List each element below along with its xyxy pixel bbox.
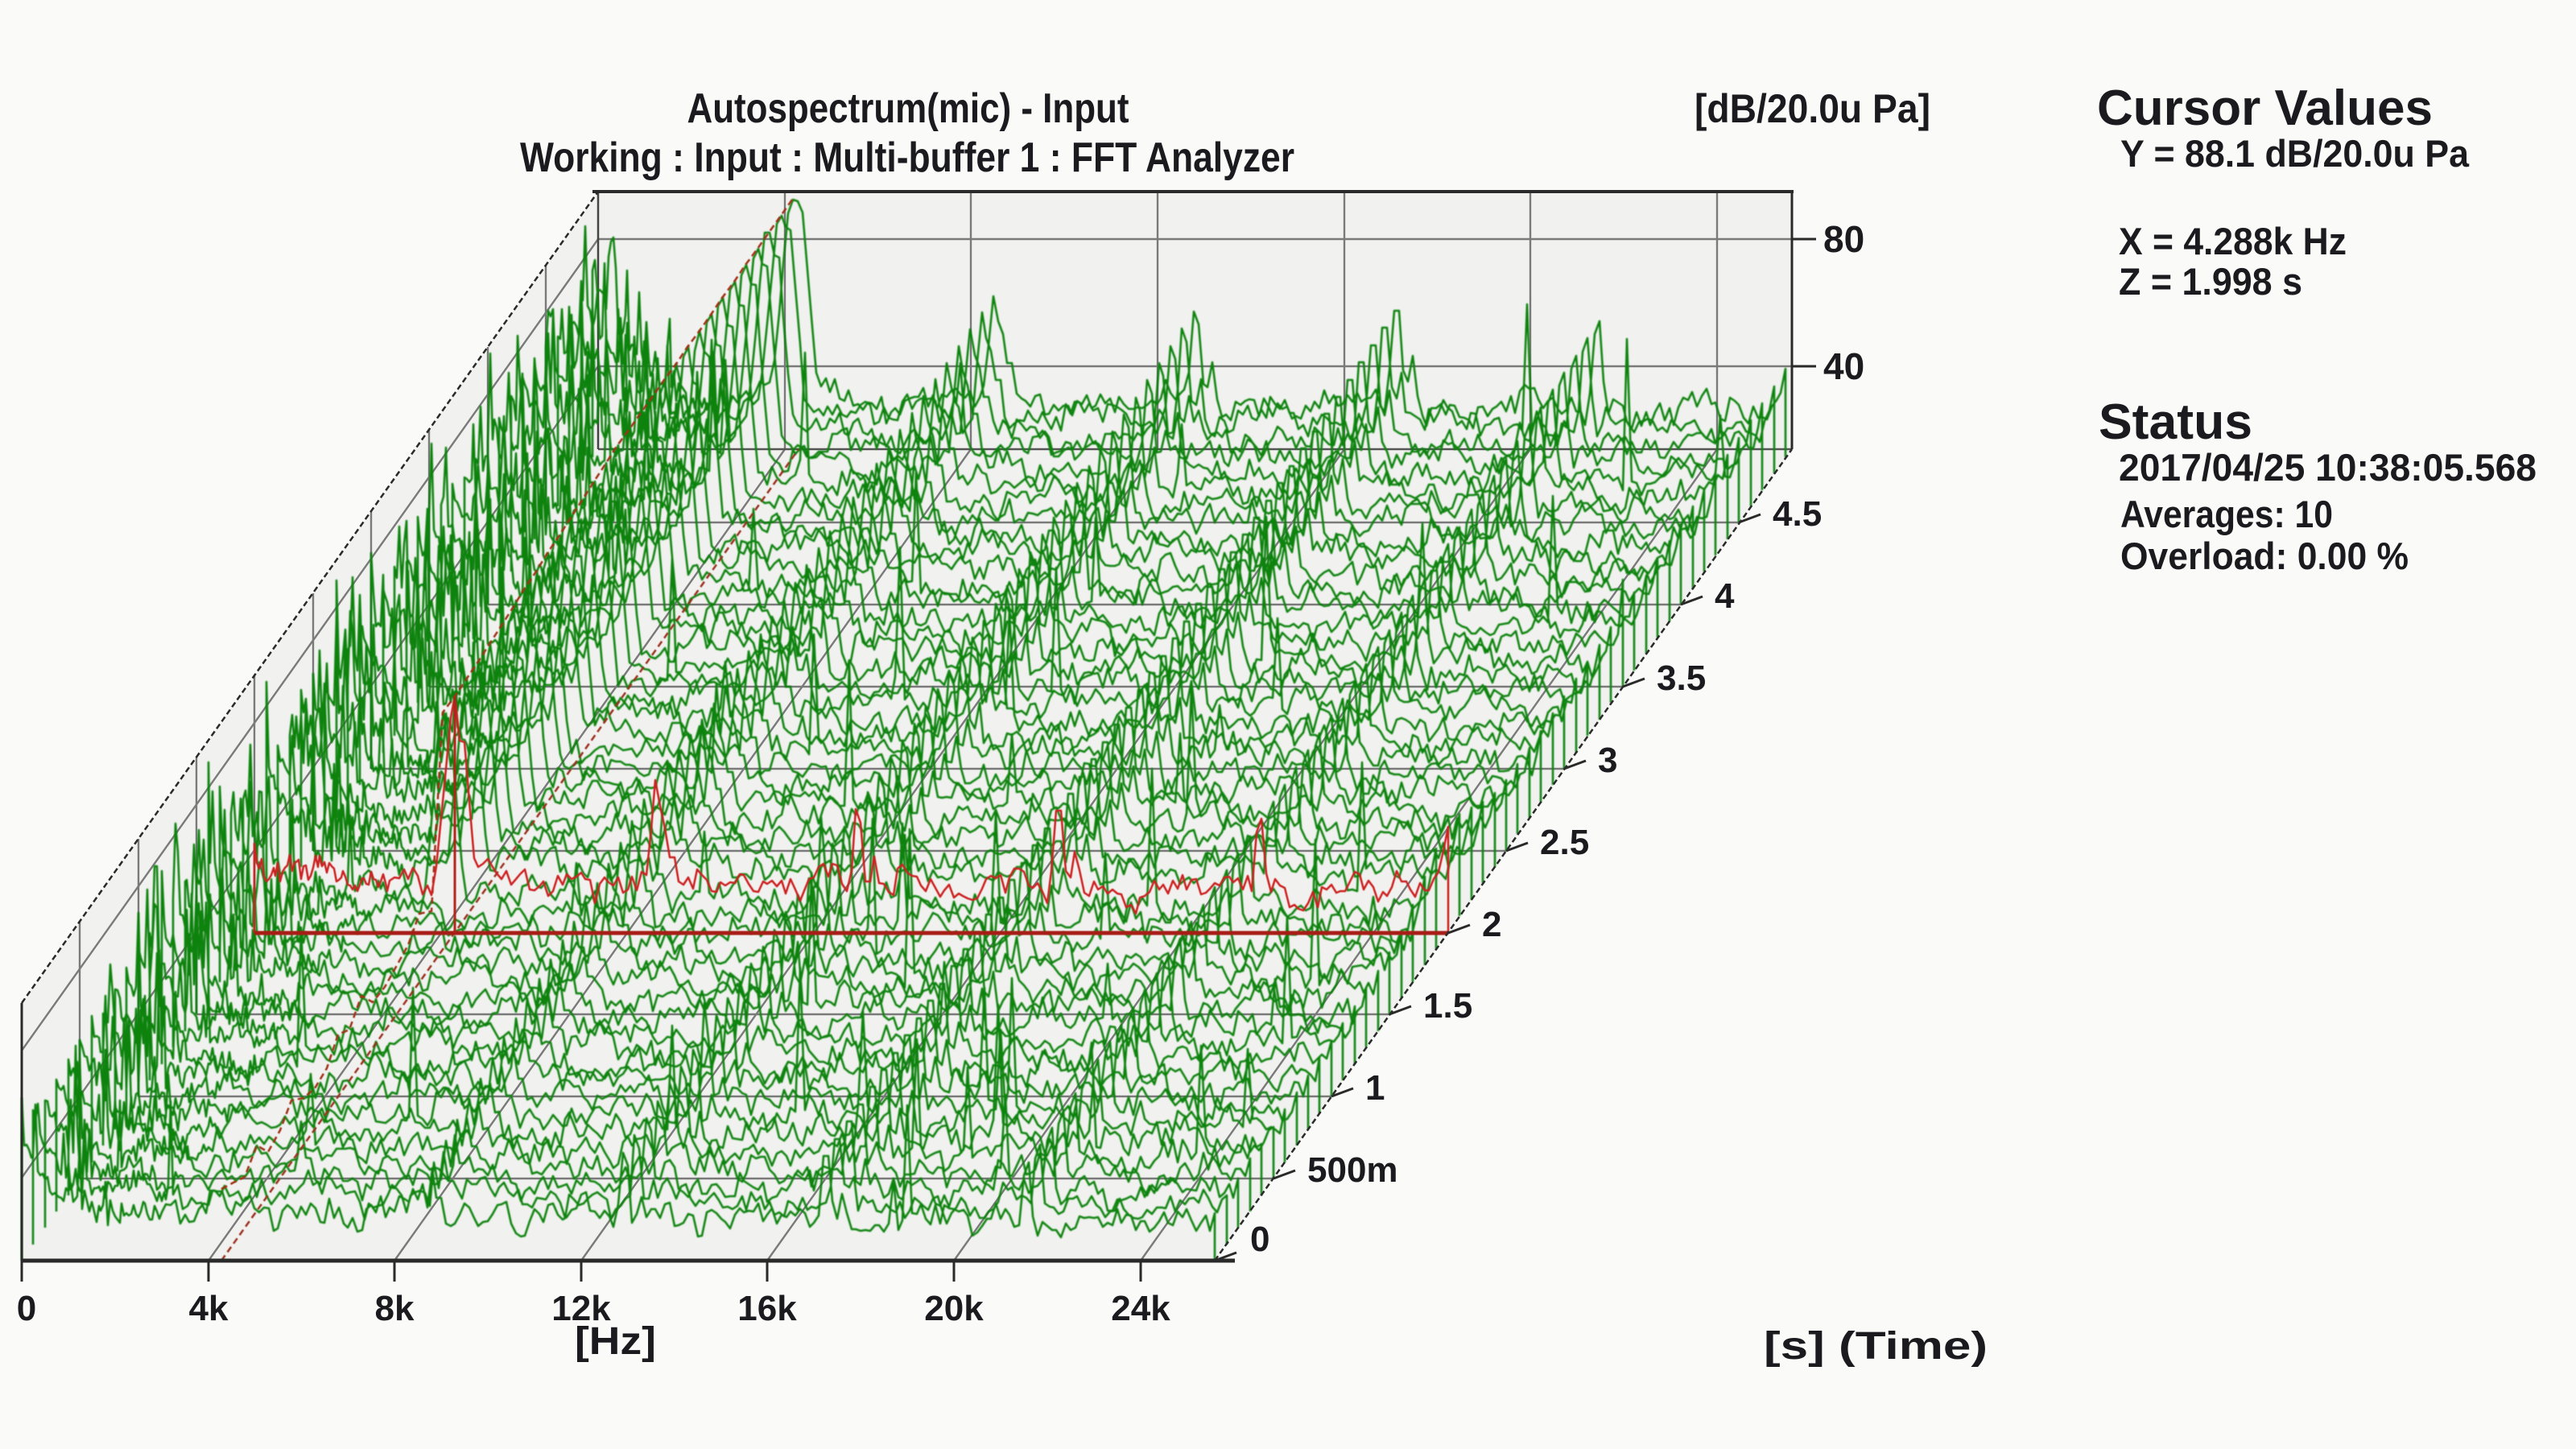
svg-text:Y = 88.1 dB/20.0u Pa: Y = 88.1 dB/20.0u Pa: [2120, 132, 2470, 175]
svg-text:2: 2: [1482, 905, 1501, 944]
svg-text:2.5: 2.5: [1540, 823, 1589, 862]
svg-text:4k: 4k: [189, 1289, 229, 1328]
svg-text:[dB/20.0u Pa]: [dB/20.0u Pa]: [1695, 86, 1930, 131]
svg-text:4.5: 4.5: [1773, 494, 1822, 534]
svg-text:40: 40: [1823, 345, 1864, 387]
svg-text:500m: 500m: [1307, 1150, 1398, 1190]
svg-text:Averages: 10: Averages: 10: [2120, 493, 2333, 535]
svg-text:X = 4.288k Hz: X = 4.288k Hz: [2119, 220, 2347, 262]
svg-text:8k: 8k: [375, 1289, 415, 1328]
svg-text:1.5: 1.5: [1423, 986, 1472, 1026]
svg-text:1: 1: [1365, 1068, 1385, 1108]
svg-text:Status: Status: [2099, 394, 2252, 450]
svg-text:24k: 24k: [1111, 1289, 1170, 1328]
svg-text:Overload: 0.00 %: Overload: 0.00 %: [2120, 535, 2409, 577]
svg-text:20k: 20k: [924, 1289, 984, 1328]
svg-text:0: 0: [17, 1289, 36, 1328]
svg-text:0: 0: [1250, 1220, 1269, 1259]
svg-text:4: 4: [1715, 576, 1735, 616]
svg-text:Autospectrum(mic) - Input: Autospectrum(mic) - Input: [687, 85, 1129, 132]
svg-text:Z = 1.998 s: Z = 1.998 s: [2119, 260, 2302, 303]
svg-text:3.5: 3.5: [1657, 658, 1706, 698]
svg-text:2017/04/25 10:38:05.568: 2017/04/25 10:38:05.568: [2119, 446, 2537, 489]
svg-text:Working : Input : Multi-buffer: Working : Input : Multi-buffer 1 : FFT A…: [520, 134, 1294, 181]
svg-text:12k: 12k: [551, 1289, 611, 1328]
svg-text:16k: 16k: [737, 1289, 797, 1328]
svg-text:[Hz]: [Hz]: [575, 1320, 656, 1363]
svg-text:Cursor Values: Cursor Values: [2097, 80, 2433, 136]
svg-text:3: 3: [1598, 741, 1617, 780]
svg-text:80: 80: [1823, 218, 1864, 260]
svg-text:[s] (Time): [s] (Time): [1764, 1325, 1988, 1368]
